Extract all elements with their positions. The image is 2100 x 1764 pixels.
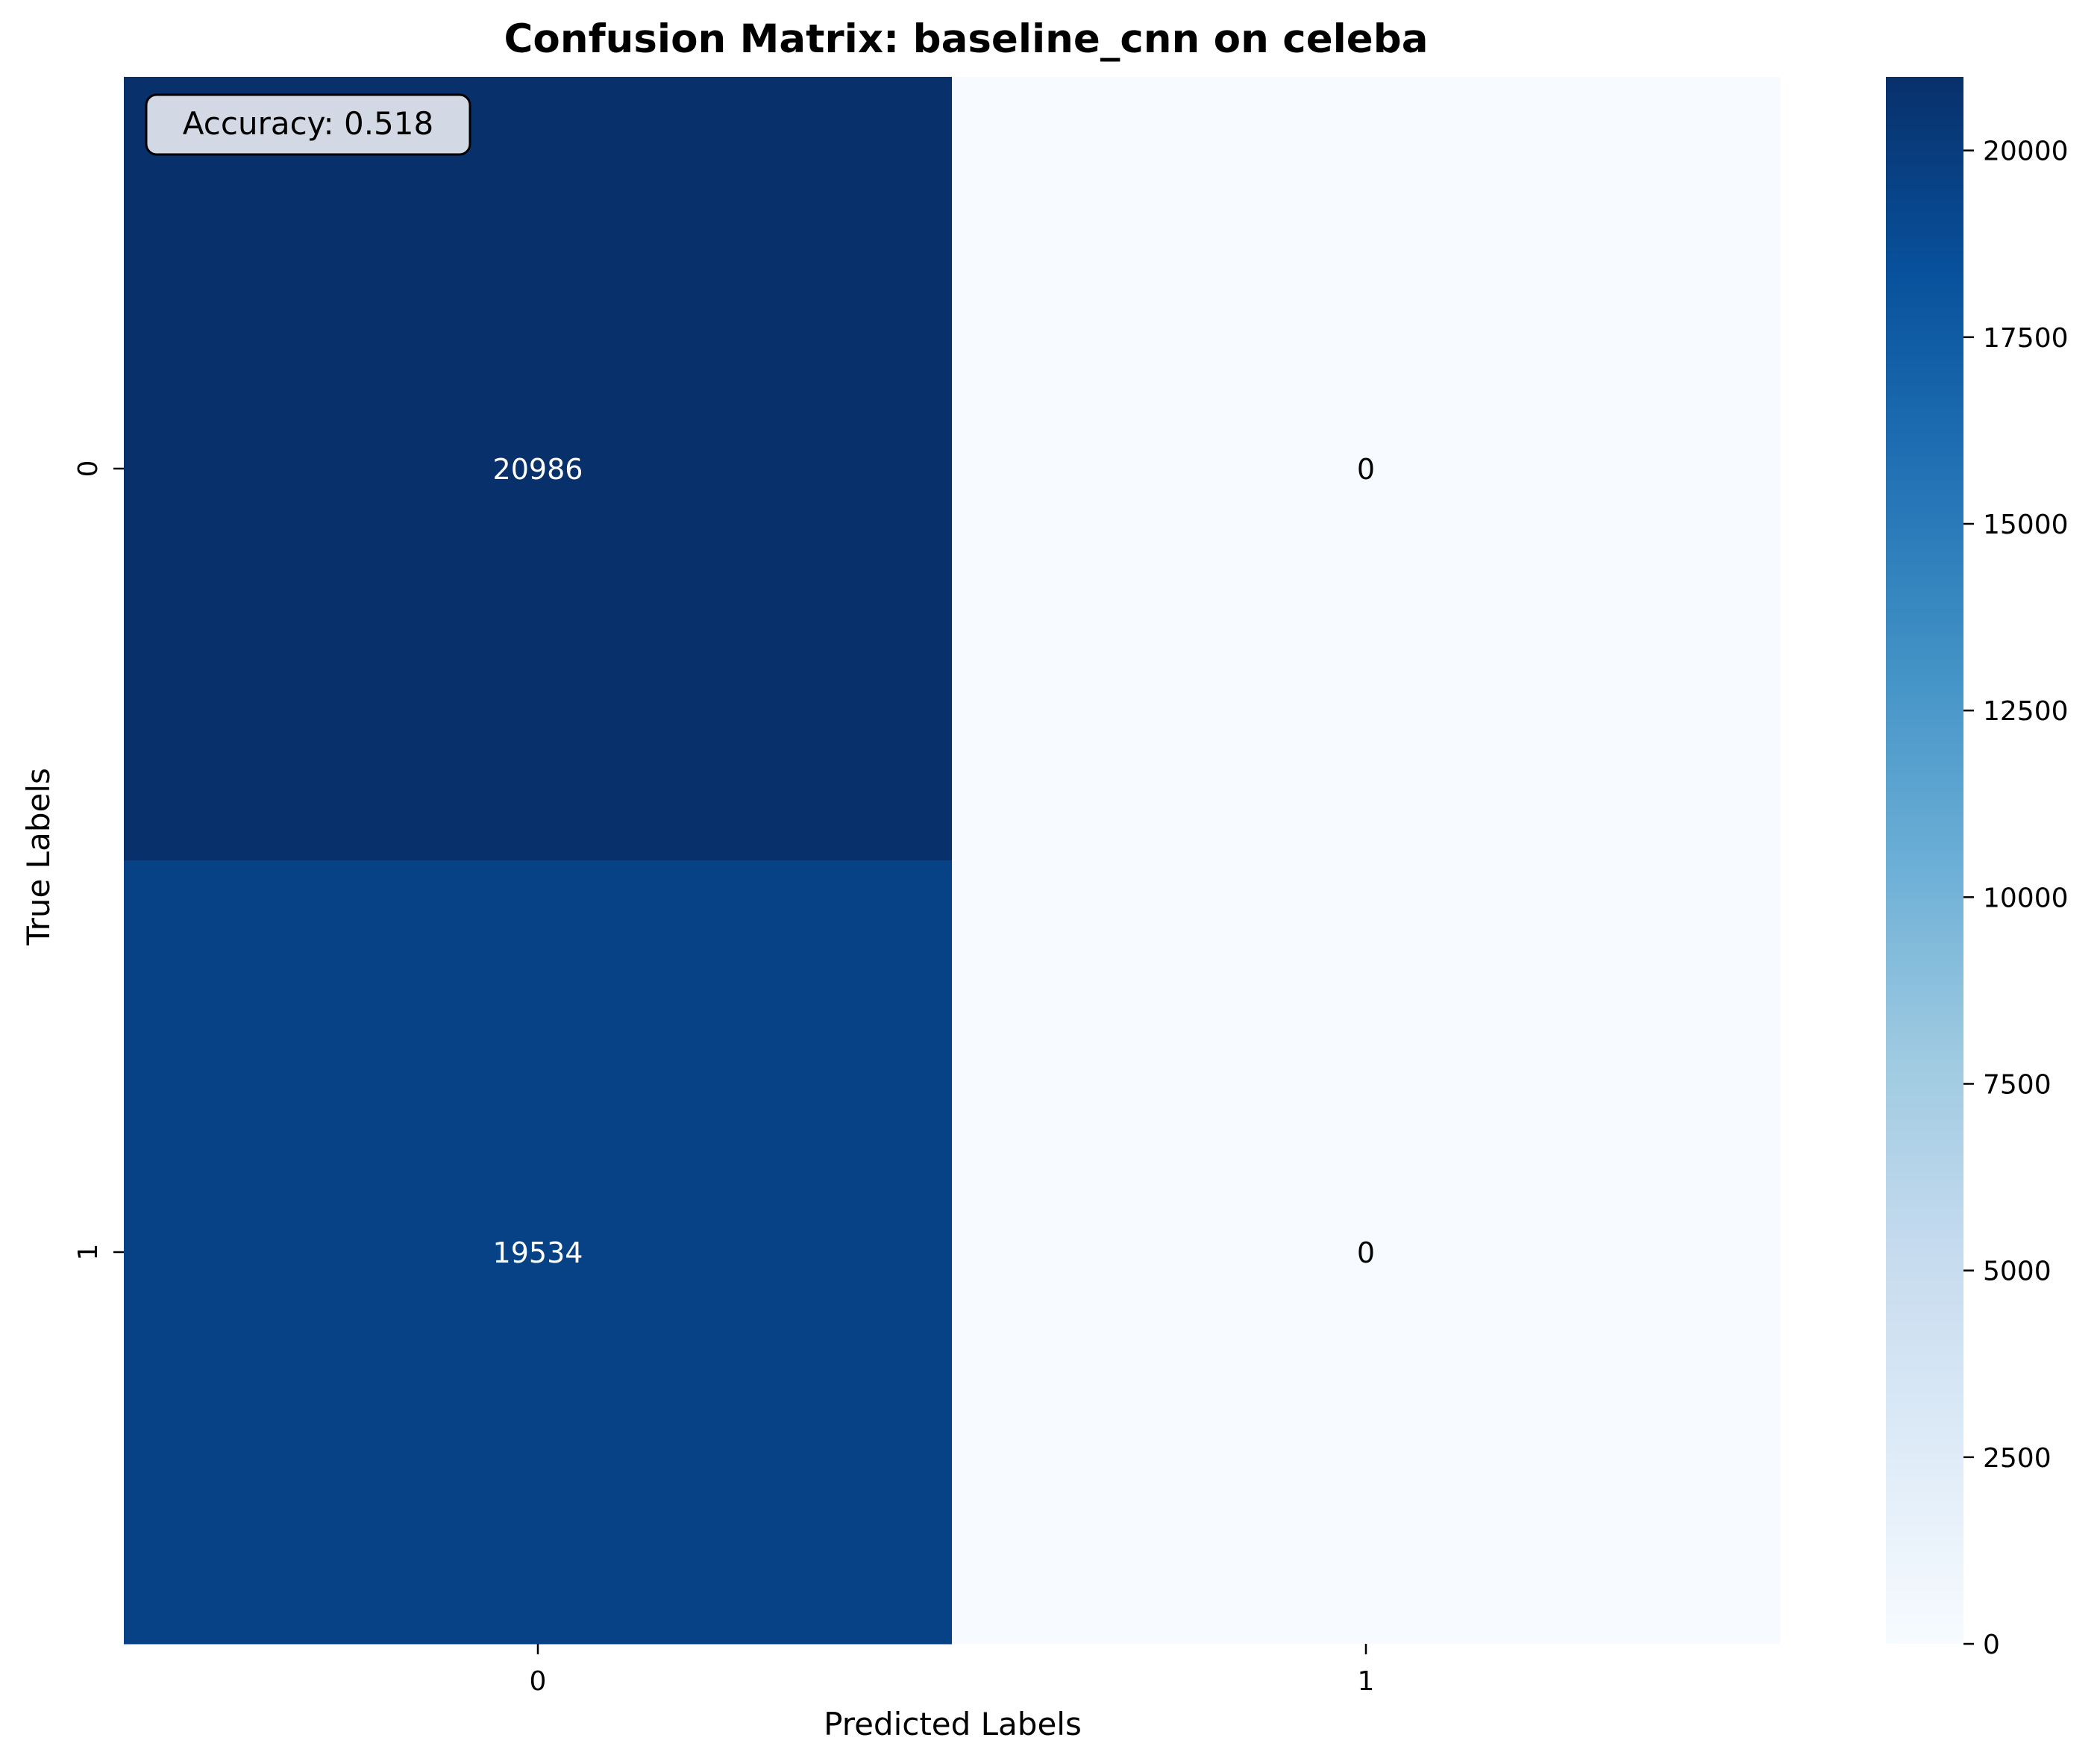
chart-title: Confusion Matrix: baseline_cnn on celeba — [504, 16, 1429, 62]
heatmap-cell-r0-c1 — [952, 77, 1781, 861]
colorbar: 0 2500 5000 7500 10000 12500 15000 17500 20000 — [1886, 77, 2069, 1660]
accuracy-annotation: Accuracy: 0.518 — [145, 93, 471, 156]
colorbar-tick-label: 15000 — [1983, 510, 2069, 540]
y-tick-label: 0 — [73, 460, 104, 478]
cell-value-label: 0 — [1357, 1236, 1375, 1269]
heatmap-cell-r0-c0 — [124, 77, 953, 861]
heatmap-cell-labels: 20986 0 19534 0 — [493, 453, 1376, 1269]
accuracy-annotation-text: Accuracy: 0.518 — [183, 105, 433, 142]
colorbar-tick-label: 10000 — [1983, 883, 2069, 913]
heatmap-cell-r1-c0 — [124, 860, 953, 1645]
colorbar-tick-label: 20000 — [1983, 137, 2069, 167]
x-tick-label: 0 — [530, 1666, 547, 1697]
x-axis-label: Predicted Labels — [824, 1706, 1082, 1742]
colorbar-tick-label: 5000 — [1983, 1257, 2052, 1287]
colorbar-tick-label: 0 — [1983, 1630, 2000, 1660]
y-tick-label: 1 — [73, 1244, 104, 1261]
colorbar-ticks: 0 2500 5000 7500 10000 12500 15000 17500 20000 — [1963, 137, 2069, 1660]
heatmap-cell-r1-c1 — [952, 860, 1781, 1645]
cell-value-label: 19534 — [493, 1236, 583, 1269]
accuracy-annotation-box — [145, 93, 471, 156]
y-axis-label: True Labels — [20, 768, 57, 946]
x-tick-label: 1 — [1358, 1666, 1375, 1697]
cell-value-label: 0 — [1357, 453, 1375, 486]
cell-value-label: 20986 — [493, 453, 583, 486]
y-axis: 01 — [73, 460, 124, 1261]
colorbar-tick-label: 17500 — [1983, 323, 2069, 354]
colorbar-tick-label: 2500 — [1983, 1443, 2052, 1474]
colorbar-tick-label: 7500 — [1983, 1069, 2052, 1100]
colorbar-gradient — [1886, 77, 1963, 1644]
colorbar-tick-label: 12500 — [1983, 696, 2069, 727]
heatmap-cells — [124, 77, 1781, 1645]
